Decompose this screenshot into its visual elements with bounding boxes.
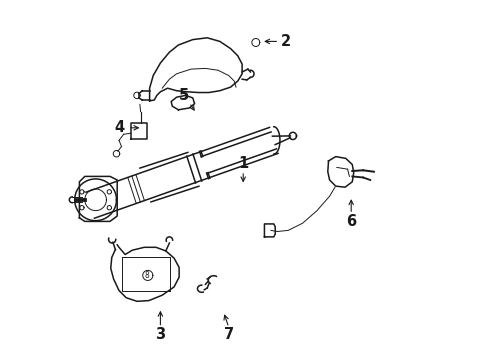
Text: 7: 7 <box>224 327 234 342</box>
Text: 8: 8 <box>145 271 149 280</box>
Text: 2: 2 <box>281 34 292 49</box>
Text: 3: 3 <box>155 327 166 342</box>
Text: 5: 5 <box>179 88 189 103</box>
Text: 4: 4 <box>114 120 124 135</box>
Text: 6: 6 <box>346 214 356 229</box>
Text: 1: 1 <box>238 156 248 171</box>
